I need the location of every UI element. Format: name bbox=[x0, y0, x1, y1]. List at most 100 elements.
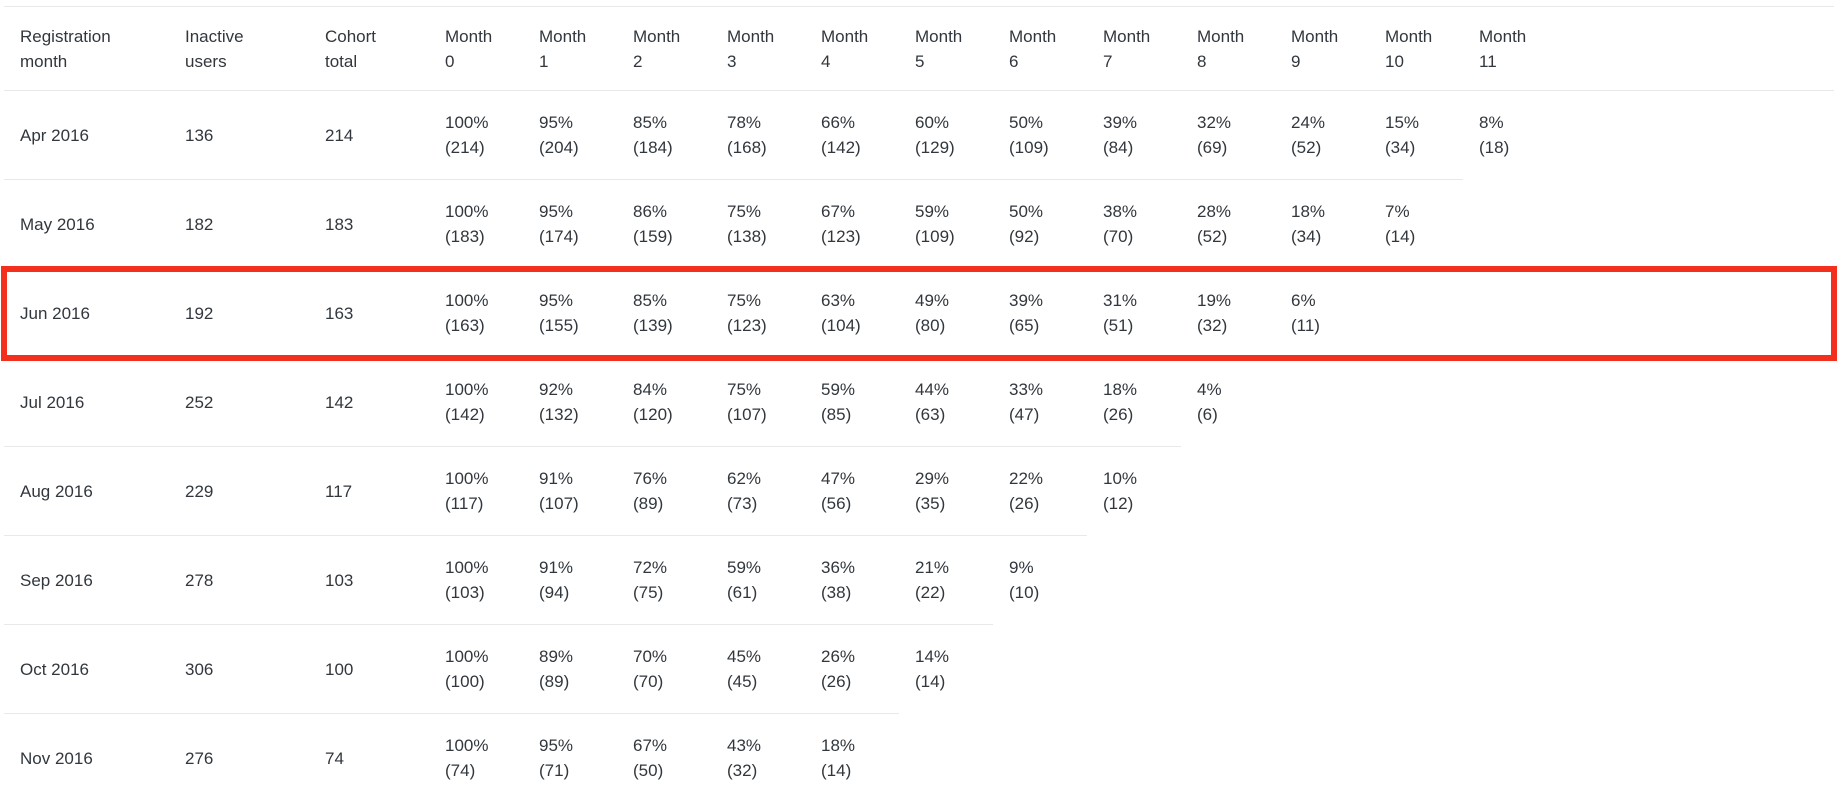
retention-pct: 29% bbox=[915, 469, 950, 488]
retention-pct: 67% bbox=[821, 202, 856, 221]
retention-count: (174) bbox=[539, 227, 579, 246]
retention-cell: 22% (26) bbox=[993, 446, 1087, 536]
cohort-total-cell: 117 bbox=[309, 446, 429, 536]
retention-count: (138) bbox=[727, 227, 767, 246]
column-header: Month 1 bbox=[523, 6, 617, 91]
inactive-users-cell: 182 bbox=[169, 179, 309, 269]
retention-pct: 18% bbox=[821, 736, 856, 756]
retention-pct: 18% bbox=[1291, 202, 1326, 221]
retention-cell: 32% (69) bbox=[1181, 90, 1275, 180]
retention-count: (47) bbox=[1009, 405, 1040, 424]
registration-month-cell: Jun 2016 bbox=[4, 268, 169, 358]
retention-count: (123) bbox=[727, 316, 767, 335]
retention-count: (85) bbox=[821, 405, 852, 424]
column-header: Month 4 bbox=[805, 6, 899, 91]
retention-count: (35) bbox=[915, 494, 946, 513]
retention-pct: 72% bbox=[633, 558, 668, 577]
retention-cell: 49% (80) bbox=[899, 268, 993, 358]
cohort-total-cell: 163 bbox=[309, 268, 429, 358]
retention-count: (109) bbox=[915, 227, 955, 246]
retention-pct: 59% bbox=[727, 558, 762, 577]
header-row: Registration month Inactive users Cohort t… bbox=[4, 6, 1834, 91]
registration-month-cell: Nov 2016 bbox=[4, 713, 169, 803]
table-header: Registration month Inactive users Cohort t… bbox=[4, 6, 1834, 91]
retention-cell: 91% (107) bbox=[523, 446, 617, 536]
column-header: Month 2 bbox=[617, 6, 711, 91]
retention-pct: 84% bbox=[633, 380, 668, 399]
empty-cell bbox=[1463, 447, 1834, 536]
cohort-row: Nov 2016 276 74 100% (74) 95% (71) 67% (50) 43% (3… bbox=[4, 713, 1834, 803]
retention-pct: 95% bbox=[539, 291, 574, 310]
column-header: Month 9 bbox=[1275, 6, 1369, 91]
retention-count: (11) bbox=[1291, 316, 1320, 336]
retention-cell: 100% (100) bbox=[429, 624, 523, 714]
empty-cell bbox=[1275, 358, 1369, 447]
retention-cell: 24% (52) bbox=[1275, 90, 1369, 180]
retention-pct: 50% bbox=[1009, 113, 1044, 132]
retention-pct: 100% bbox=[445, 558, 489, 577]
retention-cell: 62% (73) bbox=[711, 446, 805, 536]
cohort-row: May 2016 182 183 100% (183) 95% (174) 86% (159) 7… bbox=[4, 179, 1834, 269]
retention-cell: 15% (34) bbox=[1369, 90, 1463, 180]
retention-pct: 8% bbox=[1479, 113, 1504, 133]
empty-cell bbox=[1369, 536, 1463, 625]
retention-pct: 22% bbox=[1009, 469, 1044, 488]
retention-count: (26) bbox=[1009, 494, 1040, 513]
retention-cell: 78% (168) bbox=[711, 90, 805, 180]
retention-count: (26) bbox=[1103, 405, 1134, 424]
retention-count: (100) bbox=[445, 672, 485, 691]
retention-pct: 75% bbox=[727, 291, 762, 310]
retention-pct: 100% bbox=[445, 380, 489, 399]
retention-count: (159) bbox=[633, 227, 673, 246]
retention-cell: 50% (92) bbox=[993, 179, 1087, 269]
retention-cell: 44% (63) bbox=[899, 357, 993, 447]
retention-cell: 36% (38) bbox=[805, 535, 899, 625]
retention-cell: 9% (10) bbox=[993, 535, 1087, 625]
retention-pct: 78% bbox=[727, 113, 762, 132]
retention-cell: 100% (183) bbox=[429, 179, 523, 269]
retention-count: (51) bbox=[1103, 316, 1134, 335]
retention-cell: 19% (32) bbox=[1181, 268, 1275, 358]
retention-cell: 75% (138) bbox=[711, 179, 805, 269]
retention-pct: 39% bbox=[1103, 113, 1138, 132]
retention-cell: 26% (26) bbox=[805, 624, 899, 714]
retention-cell: 100% (103) bbox=[429, 535, 523, 625]
retention-count: (74) bbox=[445, 761, 476, 781]
retention-count: (80) bbox=[915, 316, 946, 335]
retention-count: (52) bbox=[1197, 227, 1228, 246]
registration-month-cell: Jul 2016 bbox=[4, 357, 169, 447]
retention-pct: 91% bbox=[539, 558, 574, 577]
retention-pct: 15% bbox=[1385, 113, 1420, 132]
retention-pct: 95% bbox=[539, 113, 574, 132]
empty-cell bbox=[1369, 358, 1463, 447]
retention-pct: 21% bbox=[915, 558, 950, 577]
empty-cell bbox=[1369, 269, 1463, 358]
cohort-row: Jul 2016 252 142 100% (142) 92% (132) 84% (120) 7… bbox=[4, 357, 1834, 447]
column-header: Inactive users bbox=[169, 6, 309, 91]
registration-month-cell: Apr 2016 bbox=[4, 90, 169, 180]
retention-cell: 72% (75) bbox=[617, 535, 711, 625]
retention-count: (14) bbox=[915, 672, 946, 692]
retention-count: (26) bbox=[821, 672, 852, 691]
registration-month-cell: Aug 2016 bbox=[4, 446, 169, 536]
retention-cell: 100% (214) bbox=[429, 90, 523, 180]
empty-cell bbox=[1463, 269, 1834, 358]
retention-cell: 86% (159) bbox=[617, 179, 711, 269]
retention-cell: 29% (35) bbox=[899, 446, 993, 536]
retention-cell: 4% (6) bbox=[1181, 357, 1275, 447]
empty-cell bbox=[1463, 625, 1834, 714]
retention-pct: 49% bbox=[915, 291, 950, 310]
retention-pct: 76% bbox=[633, 469, 668, 488]
retention-cell: 84% (120) bbox=[617, 357, 711, 447]
retention-cell: 31% (51) bbox=[1087, 268, 1181, 358]
retention-cell: 43% (32) bbox=[711, 713, 805, 803]
retention-pct: 26% bbox=[821, 647, 856, 666]
empty-cell bbox=[899, 714, 993, 803]
column-header: Month 11 bbox=[1463, 6, 1834, 91]
retention-pct: 70% bbox=[633, 647, 668, 666]
empty-cell bbox=[1369, 447, 1463, 536]
retention-cell: 45% (45) bbox=[711, 624, 805, 714]
retention-cell: 76% (89) bbox=[617, 446, 711, 536]
retention-pct: 91% bbox=[539, 469, 574, 488]
cohort-total-cell: 103 bbox=[309, 535, 429, 625]
